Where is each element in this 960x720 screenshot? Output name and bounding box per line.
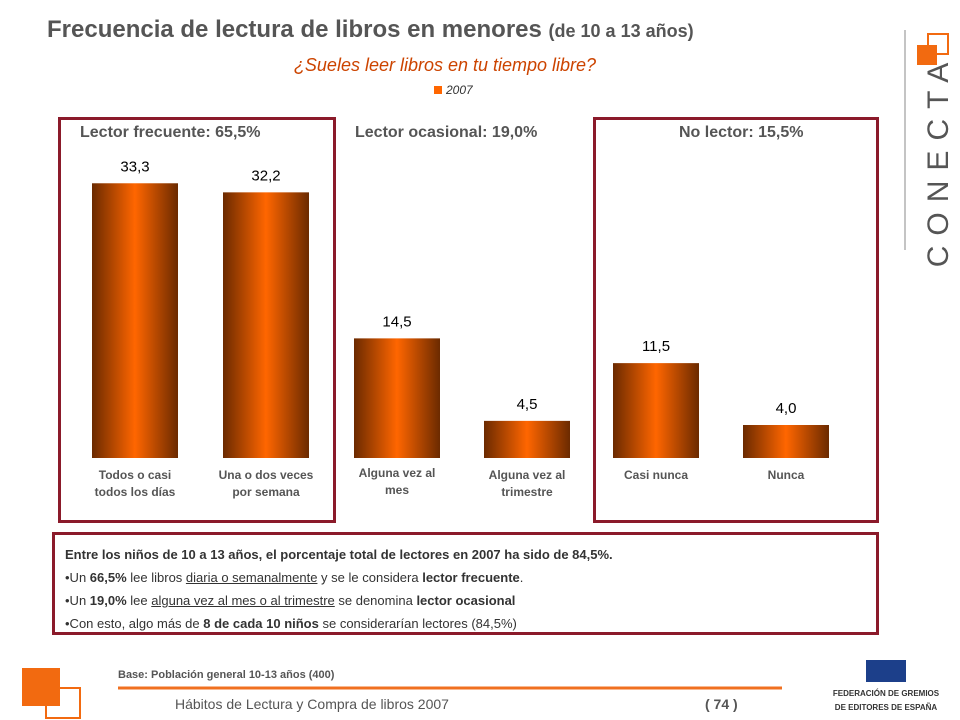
bar — [743, 425, 829, 458]
title-suffix: (de 10 a 13 años) — [548, 21, 694, 41]
category-label: Nunca — [767, 468, 805, 482]
bar — [223, 192, 309, 458]
t: alguna vez al mes o al trimestre — [151, 593, 335, 608]
category-label: Casi nunca — [623, 468, 689, 482]
group-box — [593, 117, 879, 523]
footer-page: ( 74 ) — [705, 696, 738, 712]
group-box — [58, 117, 336, 523]
t: y se le considera — [317, 570, 423, 585]
value-label: 4,5 — [517, 396, 538, 413]
group-label: Lector frecuente: 65,5% — [80, 124, 261, 141]
t: se considerarían lectores (84,5%) — [318, 616, 517, 631]
value-label: 4,0 — [776, 400, 797, 417]
logo-conecta: CONECTA — [922, 53, 955, 267]
t: lee — [126, 593, 152, 608]
t: •Un — [65, 570, 90, 585]
logo-fge — [866, 660, 906, 682]
group-label: Lector ocasional: 19,0% — [355, 124, 538, 141]
subtitle: ¿Sueles leer libros en tu tiempo libre? — [293, 55, 597, 75]
t: lee libros — [126, 570, 186, 585]
value-label: 33,3 — [120, 158, 149, 175]
category-label: Todos o casi todos los días — [94, 468, 176, 499]
t: lector ocasional — [416, 593, 516, 608]
notes-box: Entre los niños de 10 a 13 años, el porc… — [52, 532, 879, 635]
bullet: •Con esto, algo más de 8 de cada 10 niño… — [65, 612, 866, 635]
notes-heading: Entre los niños de 10 a 13 años, el porc… — [65, 547, 613, 562]
category-label: Alguna vez al mes — [358, 466, 436, 497]
title: Frecuencia de lectura de libros en menor… — [47, 16, 542, 43]
logo-text: FEDERACIÓN DE GREMIOS — [833, 689, 940, 698]
legend-label: 2007 — [446, 83, 473, 97]
t: 66,5% — [89, 570, 127, 585]
category-label: Alguna vez al trimestre — [488, 468, 566, 499]
legend: 2007 — [434, 83, 473, 97]
bar — [92, 183, 178, 458]
t: 19,0% — [89, 593, 127, 608]
value-label: 11,5 — [642, 338, 670, 355]
bullet: •Un 19,0% lee alguna vez al mes o al tri… — [65, 589, 866, 612]
footer-base: Base: Población general 10-13 años (400) — [118, 669, 335, 681]
t: lector frecuente — [422, 570, 520, 585]
category-label: Una o dos veces por semana — [218, 468, 314, 499]
t: •Con esto, algo más de — [65, 616, 204, 631]
logo-square — [45, 687, 81, 719]
value-label: 14,5 — [382, 313, 411, 330]
bar — [613, 363, 699, 458]
logo-text: DE EDITORES DE ESPAÑA — [835, 703, 938, 712]
t: se denomina — [334, 593, 417, 608]
t: diaria o semanalmente — [185, 570, 318, 585]
bar — [484, 420, 570, 458]
t: . — [519, 570, 524, 585]
bar — [354, 338, 440, 458]
bullet: •Un 66,5% lee libros diaria o semanalmen… — [65, 566, 866, 589]
t: •Un — [65, 593, 90, 608]
legend-swatch — [434, 86, 442, 94]
logo-square — [927, 33, 949, 55]
title-row: Frecuencia de lectura de libros en menor… — [47, 16, 694, 44]
group-label: No lector: 15,5% — [679, 124, 804, 141]
t: 8 de cada 10 niños — [203, 616, 319, 631]
footer-study: Hábitos de Lectura y Compra de libros 20… — [175, 696, 449, 712]
value-label: 32,2 — [251, 167, 280, 184]
